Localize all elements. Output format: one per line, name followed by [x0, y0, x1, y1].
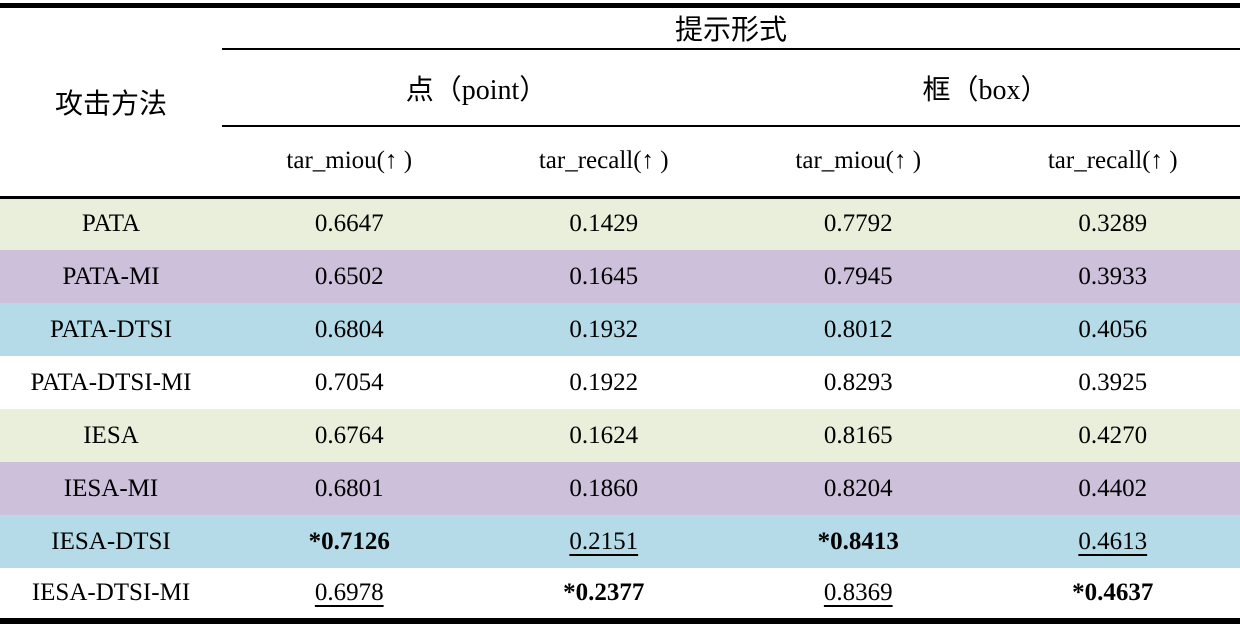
cell-value: 0.7054: [315, 369, 384, 396]
cell-value: 0.3933: [1078, 263, 1147, 290]
cell: 0.8165: [731, 409, 986, 462]
cell: *0.7126: [222, 515, 477, 568]
cell: 0.6801: [222, 462, 477, 515]
table-row: IESA-DTSI-MI 0.6978 *0.2377 0.8369 *0.46…: [0, 568, 1240, 621]
cell: 0.1645: [477, 250, 732, 303]
cell-value: 0.6978: [315, 579, 384, 606]
cell: 0.1429: [477, 197, 732, 250]
cell: 0.1932: [477, 303, 732, 356]
header-metric-point-recall: tar_recall(↑ ): [477, 126, 732, 197]
cell-value: 0.8369: [824, 579, 893, 606]
cell: 0.1624: [477, 409, 732, 462]
cell-value: *0.8413: [818, 528, 899, 555]
cell-value: 0.1860: [569, 475, 638, 502]
cell: 0.4402: [986, 462, 1240, 515]
cell-value: 0.6764: [315, 422, 384, 449]
header-group-box: 框（box）: [731, 49, 1240, 126]
cell-value: 0.6801: [315, 475, 384, 502]
cell-value: 0.4056: [1078, 316, 1147, 343]
table-row: PATA 0.6647 0.1429 0.7792 0.3289: [0, 197, 1240, 250]
cell-value: 0.8293: [824, 369, 893, 396]
cell: 0.3289: [986, 197, 1240, 250]
cell: *0.2377: [477, 568, 732, 621]
cell-value: 0.4402: [1078, 475, 1147, 502]
table-row: PATA-DTSI 0.6804 0.1932 0.8012 0.4056: [0, 303, 1240, 356]
cell: 0.4056: [986, 303, 1240, 356]
cell-value: 0.4613: [1078, 528, 1147, 555]
cell-value: 0.6647: [315, 210, 384, 237]
header-metric-point-miou: tar_miou(↑ ): [222, 126, 477, 197]
cell-value: 0.2151: [569, 528, 638, 555]
cell-value: *0.2377: [563, 579, 644, 606]
cell-value: *0.7126: [309, 528, 390, 555]
header-prompt-form: 提示形式: [222, 6, 1240, 50]
row-label: IESA-DTSI: [0, 515, 222, 568]
cell-value: 0.8204: [824, 475, 893, 502]
header-attack-method: 攻击方法: [0, 6, 222, 198]
header-group-point: 点（point）: [222, 49, 731, 126]
cell-value: 0.1645: [569, 263, 638, 290]
cell-value: 0.7945: [824, 263, 893, 290]
cell: 0.6804: [222, 303, 477, 356]
row-label: IESA-MI: [0, 462, 222, 515]
table-row: PATA-DTSI-MI 0.7054 0.1922 0.8293 0.3925: [0, 356, 1240, 409]
row-label: PATA: [0, 197, 222, 250]
table-header: 攻击方法 提示形式 点（point） 框（box） tar_miou(↑ ) t…: [0, 6, 1240, 198]
table-row: IESA-DTSI *0.7126 0.2151 *0.8413 0.4613: [0, 515, 1240, 568]
cell-value: 0.8165: [824, 422, 893, 449]
table-row: IESA 0.6764 0.1624 0.8165 0.4270: [0, 409, 1240, 462]
cell: 0.1860: [477, 462, 732, 515]
cell: 0.7945: [731, 250, 986, 303]
cell: *0.4637: [986, 568, 1240, 621]
header-metric-box-miou: tar_miou(↑ ): [731, 126, 986, 197]
row-label: IESA: [0, 409, 222, 462]
cell: 0.7792: [731, 197, 986, 250]
table-body: PATA 0.6647 0.1429 0.7792 0.3289 PATA-MI…: [0, 197, 1240, 621]
cell-value: 0.1922: [569, 369, 638, 396]
cell: 0.6502: [222, 250, 477, 303]
cell-value: 0.3925: [1078, 369, 1147, 396]
cell-value: *0.4637: [1072, 579, 1153, 606]
cell: 0.8204: [731, 462, 986, 515]
cell: 0.4613: [986, 515, 1240, 568]
row-label: PATA-DTSI: [0, 303, 222, 356]
row-label: PATA-MI: [0, 250, 222, 303]
cell: 0.7054: [222, 356, 477, 409]
cell-value: 0.1429: [569, 210, 638, 237]
cell: 0.6647: [222, 197, 477, 250]
cell: 0.6764: [222, 409, 477, 462]
cell: 0.3933: [986, 250, 1240, 303]
table-row: PATA-MI 0.6502 0.1645 0.7945 0.3933: [0, 250, 1240, 303]
cell-value: 0.4270: [1078, 422, 1147, 449]
cell-value: 0.1932: [569, 316, 638, 343]
cell-value: 0.1624: [569, 422, 638, 449]
row-label: IESA-DTSI-MI: [0, 568, 222, 621]
table-row: IESA-MI 0.6801 0.1860 0.8204 0.4402: [0, 462, 1240, 515]
cell: 0.4270: [986, 409, 1240, 462]
cell: 0.6978: [222, 568, 477, 621]
cell: 0.8012: [731, 303, 986, 356]
cell: 0.8369: [731, 568, 986, 621]
cell-value: 0.8012: [824, 316, 893, 343]
cell-value: 0.7792: [824, 210, 893, 237]
cell: 0.2151: [477, 515, 732, 568]
cell-value: 0.6502: [315, 263, 384, 290]
results-table: 攻击方法 提示形式 点（point） 框（box） tar_miou(↑ ) t…: [0, 3, 1240, 624]
cell: 0.1922: [477, 356, 732, 409]
cell: 0.3925: [986, 356, 1240, 409]
cell: *0.8413: [731, 515, 986, 568]
header-metric-box-recall: tar_recall(↑ ): [986, 126, 1240, 197]
cell-value: 0.6804: [315, 316, 384, 343]
cell-value: 0.3289: [1078, 210, 1147, 237]
cell: 0.8293: [731, 356, 986, 409]
row-label: PATA-DTSI-MI: [0, 356, 222, 409]
